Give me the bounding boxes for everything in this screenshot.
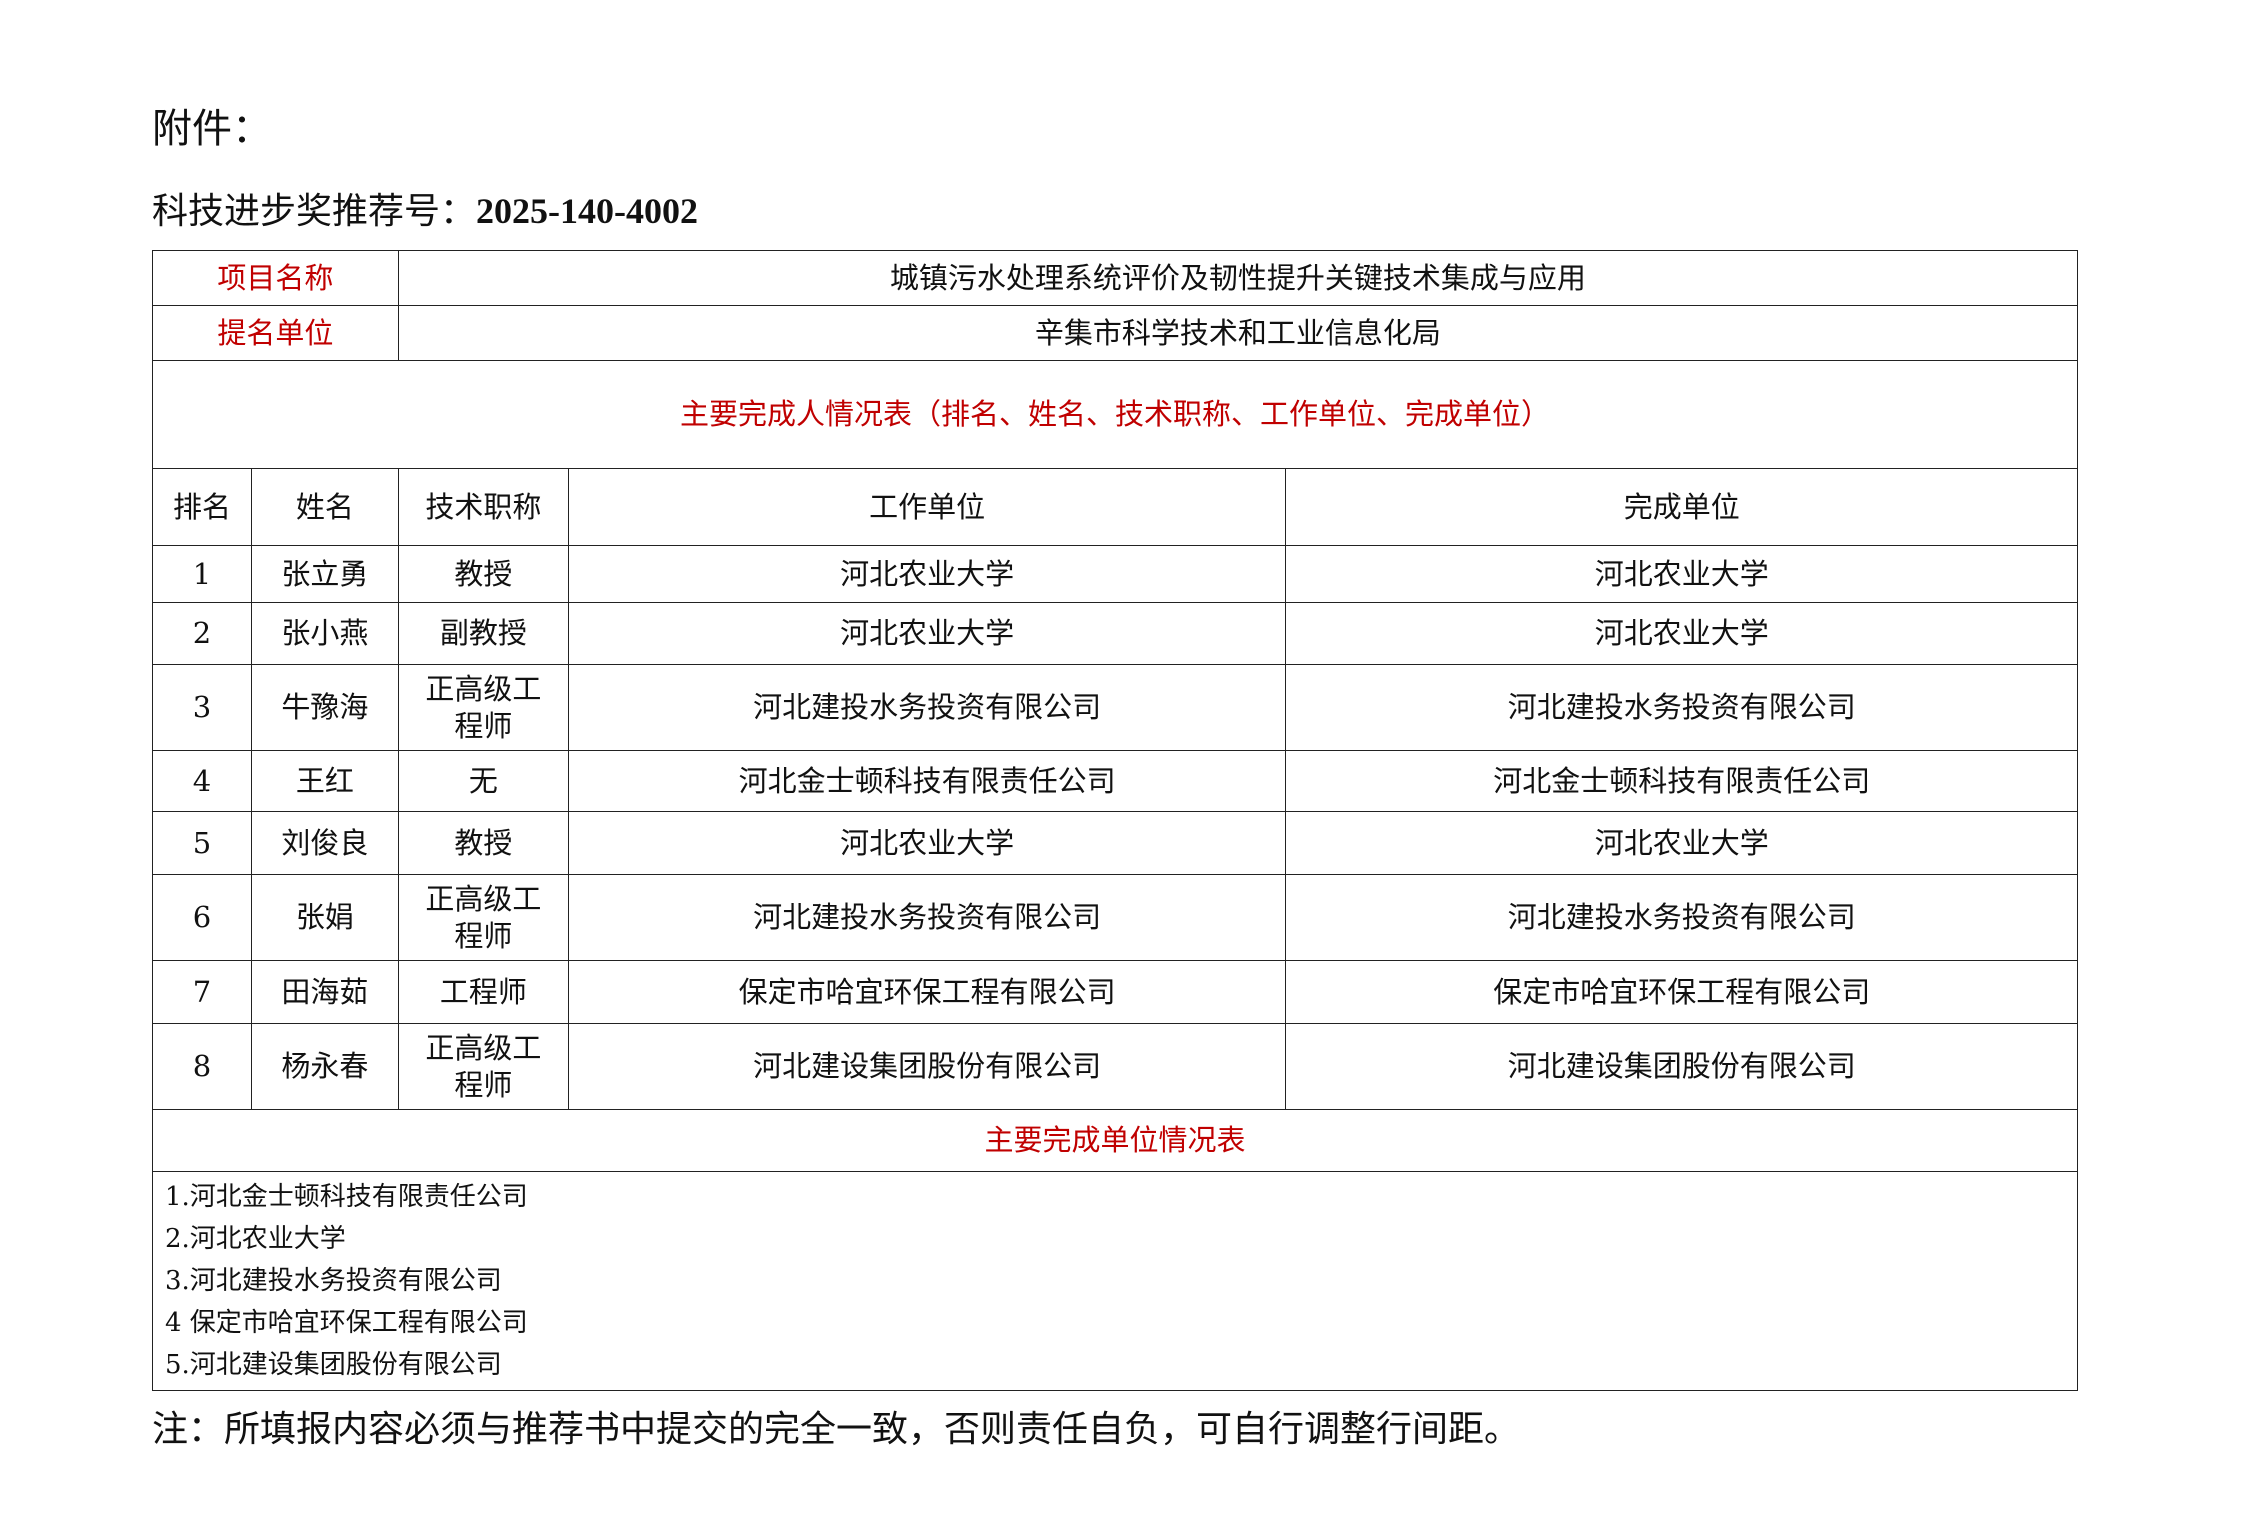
table-cell: 副教授	[397, 602, 569, 665]
table-cell: 7	[152, 960, 252, 1024]
units-table-title: 主要完成单位情况表	[152, 1109, 2078, 1172]
table-row: 7 田海茹 工程师 保定市哈宜环保工程有限公司 保定市哈宜环保工程有限公司	[152, 960, 2078, 1024]
col-header: 工作单位	[567, 468, 1287, 546]
table-cell: 河北建投水务投资有限公司	[1285, 664, 2078, 751]
table-cell: 河北农业大学	[567, 811, 1287, 875]
recommend-label: 科技进步奖推荐号：	[152, 191, 477, 232]
table-cell: 8	[152, 1023, 252, 1110]
table-cell: 教授	[397, 811, 569, 875]
col-header: 排名	[152, 468, 252, 546]
table-cell: 河北农业大学	[567, 602, 1287, 665]
table-row: 5 刘俊良 教授 河北农业大学 河北农业大学	[152, 811, 2078, 875]
people-table-title: 主要完成人情况表（排名、姓名、技术职称、工作单位、完成单位）	[152, 360, 2078, 469]
header-row: 排名 姓名 技术职称 工作单位 完成单位	[152, 468, 2078, 546]
table-row: 6 张娟 正高级工程师 河北建投水务投资有限公司 河北建投水务投资有限公司	[152, 874, 2078, 961]
unit-item: 3.河北建投水务投资有限公司	[165, 1266, 502, 1296]
table-cell: 张小燕	[250, 602, 399, 665]
table-row: 3 牛豫海 正高级工程师 河北建投水务投资有限公司 河北建投水务投资有限公司	[152, 664, 2078, 751]
table-cell: 保定市哈宜环保工程有限公司	[567, 960, 1287, 1024]
col-header: 技术职称	[397, 468, 569, 546]
table-cell: 河北建投水务投资有限公司	[567, 874, 1287, 961]
table-cell: 正高级工程师	[397, 664, 569, 751]
recommend-number-line: 科技进步奖推荐号：2025-140-4002	[152, 182, 698, 234]
project-name-label: 项目名称	[152, 250, 399, 306]
nominator: 辛集市科学技术和工业信息化局	[397, 305, 2079, 361]
table-cell: 1	[152, 545, 252, 603]
attachment-label: 附件：	[152, 106, 272, 152]
table-cell: 教授	[397, 545, 569, 603]
table-cell: 张立勇	[250, 545, 399, 603]
table-cell: 河北建投水务投资有限公司	[1285, 874, 2078, 961]
table-cell: 6	[152, 874, 252, 961]
table-row: 2 张小燕 副教授 河北农业大学 河北农业大学	[152, 602, 2078, 665]
table-row: 8 杨永春 正高级工程师 河北建设集团股份有限公司 河北建设集团股份有限公司	[152, 1023, 2078, 1110]
table-cell: 正高级工程师	[397, 1023, 569, 1110]
table-cell: 河北农业大学	[567, 545, 1287, 603]
table-cell: 河北建设集团股份有限公司	[567, 1023, 1287, 1110]
recommend-number: 2025-140-4002	[476, 191, 698, 231]
table-cell: 2	[152, 602, 252, 665]
table-cell: 3	[152, 664, 252, 751]
col-header: 完成单位	[1285, 468, 2078, 546]
col-header: 姓名	[250, 468, 399, 546]
table-cell: 4	[152, 750, 252, 812]
units-list: 1.河北金士顿科技有限责任公司 2.河北农业大学 3.河北建投水务投资有限公司 …	[152, 1171, 2078, 1391]
table-cell: 保定市哈宜环保工程有限公司	[1285, 960, 2078, 1024]
table-cell: 牛豫海	[250, 664, 399, 751]
unit-item: 2.河北农业大学	[165, 1224, 346, 1254]
nominator-label: 提名单位	[152, 305, 399, 361]
table-cell: 5	[152, 811, 252, 875]
table-cell: 张娟	[250, 874, 399, 961]
award-table: 项目名称 城镇污水处理系统评价及韧性提升关键技术集成与应用 提名单位 辛集市科学…	[152, 250, 2079, 1391]
table-cell: 杨永春	[250, 1023, 399, 1110]
project-name: 城镇污水处理系统评价及韧性提升关键技术集成与应用	[397, 250, 2079, 306]
table-cell: 刘俊良	[250, 811, 399, 875]
table-cell: 河北建设集团股份有限公司	[1285, 1023, 2078, 1110]
table-cell: 无	[397, 750, 569, 812]
table-row: 1 张立勇 教授 河北农业大学 河北农业大学	[152, 545, 2078, 603]
table-cell: 河北金士顿科技有限责任公司	[567, 750, 1287, 812]
table-cell: 河北建投水务投资有限公司	[567, 664, 1287, 751]
table-cell: 河北金士顿科技有限责任公司	[1285, 750, 2078, 812]
unit-item: 4 保定市哈宜环保工程有限公司	[165, 1308, 528, 1338]
table-cell: 河北农业大学	[1285, 545, 2078, 603]
table-cell: 田海茹	[250, 960, 399, 1024]
table-cell: 河北农业大学	[1285, 811, 2078, 875]
unit-item: 5.河北建设集团股份有限公司	[165, 1350, 502, 1380]
table-cell: 河北农业大学	[1285, 602, 2078, 665]
table-cell: 王红	[250, 750, 399, 812]
table-row: 4 王红无河北金士顿科技有限责任公司 河北金士顿科技有限责任公司	[152, 750, 2078, 812]
table-cell: 工程师	[397, 960, 569, 1024]
footnote: 注：所填报内容必须与推荐书中提交的完全一致，否则责任自负，可自行调整行间距。	[152, 1409, 1521, 1450]
unit-item: 1.河北金士顿科技有限责任公司	[165, 1182, 528, 1212]
table-cell: 正高级工程师	[397, 874, 569, 961]
